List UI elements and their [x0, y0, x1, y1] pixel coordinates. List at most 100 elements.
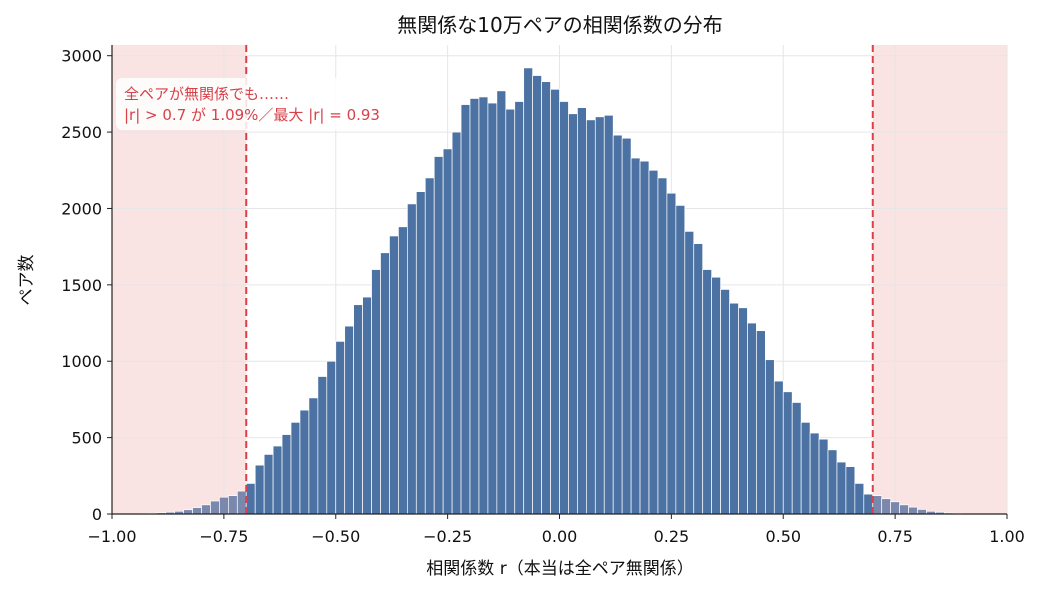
histogram-bar [505, 108, 516, 515]
right-tail-region [872, 45, 1007, 514]
histogram-bar [201, 504, 211, 515]
histogram-bar [299, 409, 310, 515]
histogram-bar [559, 101, 569, 515]
histogram-bar [442, 148, 453, 515]
y-tick-label: 3000 [61, 47, 102, 66]
histogram-bar [791, 402, 802, 515]
y-tick-label: 1000 [61, 352, 102, 371]
histogram-bar [782, 391, 793, 515]
x-tick-label: −0.25 [423, 527, 472, 546]
histogram-bar [612, 134, 623, 515]
histogram-bar [693, 243, 704, 515]
y-tick-label: 500 [71, 429, 102, 448]
histogram-bar [890, 501, 900, 515]
histogram-bar [702, 269, 713, 515]
histogram-bar [326, 360, 337, 515]
histogram-bar [487, 102, 498, 515]
histogram-bar [836, 461, 847, 515]
annotation-box: 全ペアが無関係でも…… |r| > 0.7 が 1.09%／最大 |r| = 0… [116, 78, 444, 130]
x-tick-label: 0.25 [654, 527, 690, 546]
histogram-bar [353, 304, 363, 515]
histogram-bar [183, 509, 193, 515]
histogram-bar [496, 90, 507, 515]
histogram-bar [809, 432, 820, 515]
histogram-bar [756, 330, 766, 515]
histogram-bar [469, 98, 480, 515]
y-tick-label: 0 [92, 505, 102, 524]
histogram-bar [335, 341, 346, 515]
chart-title: 無関係な10万ペアの相関係数の分布 [397, 13, 722, 37]
histogram-bar [541, 81, 551, 515]
histogram-bar [228, 495, 238, 515]
histogram-bar [648, 169, 659, 515]
histogram-bar [818, 438, 829, 515]
histogram-bar [881, 498, 892, 515]
histogram-bar [407, 203, 417, 515]
histogram-bar [675, 205, 686, 515]
histogram-bar [460, 104, 471, 515]
histogram-bar [630, 157, 641, 515]
histogram-bar [245, 483, 256, 515]
histogram-bar [219, 496, 229, 515]
histogram-bar [585, 119, 596, 515]
histogram-bar [666, 192, 677, 515]
histogram-bar [577, 107, 587, 515]
y-tick-label: 2000 [61, 199, 102, 218]
histogram-bar [290, 421, 301, 515]
histogram-bar [532, 75, 542, 515]
histogram-bar [684, 231, 695, 515]
histogram-bar [478, 96, 489, 515]
histogram-bar [720, 289, 730, 515]
histogram-bar [254, 464, 265, 515]
histogram-bar [747, 322, 757, 515]
histogram-bar [192, 507, 202, 515]
histogram-bar [451, 131, 462, 515]
histogram-bar [827, 449, 838, 515]
histogram-bar [317, 376, 328, 515]
x-axis-label: 相関係数 r（本当は全ペア無関係） [426, 559, 693, 579]
x-tick-label: −0.75 [199, 527, 248, 546]
histogram-bar [272, 445, 283, 515]
histogram-bar [594, 116, 605, 515]
x-tick-label: −0.50 [311, 527, 360, 546]
histogram-bar [899, 504, 909, 515]
histogram-bar [424, 177, 435, 515]
histogram-bar [863, 493, 874, 515]
x-tick-label: 0.50 [765, 527, 801, 546]
histogram-bar [657, 177, 668, 515]
histogram-bar [621, 137, 632, 515]
histogram-bar [236, 490, 247, 515]
histogram-bar [738, 307, 748, 515]
annotation-line-1: 全ペアが無関係でも…… [124, 85, 289, 103]
x-tick-label: −1.00 [87, 527, 136, 546]
histogram-bar [917, 509, 927, 515]
histogram-bar [550, 88, 560, 515]
histogram-bar [523, 67, 534, 515]
histogram-bar [872, 495, 883, 515]
histogram-bar [639, 160, 650, 515]
histogram-bar [800, 421, 811, 515]
histogram-bar [729, 302, 739, 515]
histogram-bar [308, 397, 319, 515]
histogram-bar [711, 276, 721, 515]
y-tick-label: 2500 [61, 123, 102, 142]
histogram-bar [845, 466, 856, 515]
y-axis-label: ペア数 [17, 255, 37, 306]
histogram-bar [764, 359, 775, 515]
histogram-bar [514, 101, 525, 515]
histogram-bar [263, 454, 274, 515]
y-tick-label: 1500 [61, 276, 102, 295]
histogram-bar [210, 500, 220, 515]
histogram-bar [398, 226, 408, 515]
histogram-bars [138, 67, 963, 515]
histogram-bar [908, 506, 918, 515]
annotation-line-2: |r| > 0.7 が 1.09%／最大 |r| = 0.93 [124, 106, 380, 124]
histogram-bar [281, 434, 292, 515]
histogram-bar [344, 325, 355, 515]
histogram-bar [854, 483, 865, 515]
histogram-bar [603, 114, 614, 515]
histogram-bar [433, 156, 444, 515]
x-tick-labels: −1.00 −0.75 −0.50 −0.25 0.00 0.25 0.50 0.75 1.00 [87, 514, 1025, 546]
histogram-bar [380, 252, 390, 515]
